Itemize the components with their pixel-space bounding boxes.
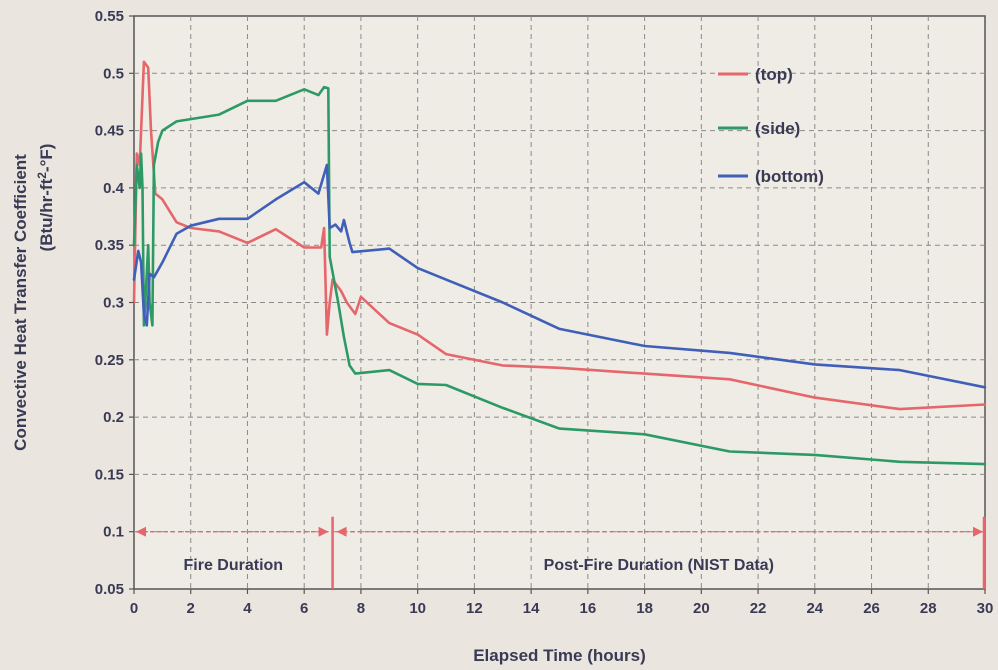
series-line-top xyxy=(132,60,987,411)
grid-lines xyxy=(134,16,985,589)
x-tick-label: 4 xyxy=(243,600,252,617)
series-lines xyxy=(132,60,987,466)
y-tick-label: 0.45 xyxy=(95,123,124,140)
y-axis-label-line2: (Btu/hr-ft2-°F) xyxy=(35,144,56,252)
arrowhead-left-icon xyxy=(136,526,146,537)
y-axis-label-line1: Convective Heat Transfer Coefficient xyxy=(11,154,30,451)
y-tick-label: 0.55 xyxy=(95,8,124,25)
x-tick-label: 0 xyxy=(130,600,138,617)
x-tick-label: 20 xyxy=(693,600,710,617)
x-tick-label: 22 xyxy=(750,600,767,617)
y-tick-label: 0.25 xyxy=(95,352,124,369)
series-line-bottom xyxy=(132,163,987,389)
x-tick-label: 6 xyxy=(300,600,308,617)
duration-label: Fire Duration xyxy=(184,557,284,574)
axis-ticks: 0 2 4 6 8 10 12 14 16 18 20 22 24 26 28 300.050.10.150.… xyxy=(95,8,994,617)
y-axis-unit-superscript: 2 xyxy=(35,172,49,179)
y-tick-label: 0.1 xyxy=(103,524,124,541)
y-tick-label: 0.2 xyxy=(103,409,124,426)
y-axis-label: Convective Heat Transfer Coefficient (Bt… xyxy=(11,144,56,451)
arrowhead-right-icon xyxy=(973,526,983,537)
arrowhead-left-icon xyxy=(336,526,347,537)
y-tick-label: 0.05 xyxy=(95,581,124,598)
duration-label: Post-Fire Duration (NIST Data) xyxy=(544,557,774,574)
y-tick-label: 0.15 xyxy=(95,466,124,483)
y-tick-label: 0.4 xyxy=(103,180,125,197)
y-axis-unit-suffix: -°F) xyxy=(37,144,56,173)
y-tick-label: 0.3 xyxy=(103,295,124,312)
legend-label: (bottom) xyxy=(755,167,824,186)
x-tick-label: 24 xyxy=(806,600,823,617)
x-tick-label: 28 xyxy=(920,600,937,617)
x-tick-label: 2 xyxy=(187,600,195,617)
y-tick-label: 0.35 xyxy=(95,237,124,254)
arrowhead-right-icon xyxy=(318,526,329,537)
x-tick-label: 12 xyxy=(466,600,483,617)
y-axis-unit-prefix: (Btu/hr-ft xyxy=(37,178,56,251)
x-tick-label: 30 xyxy=(977,600,994,617)
x-tick-label: 10 xyxy=(409,600,426,617)
series-line-side xyxy=(132,85,987,466)
x-tick-label: 16 xyxy=(580,600,597,617)
x-tick-label: 26 xyxy=(863,600,880,617)
duration-annotations: Fire Duration Post-Fire Duration (NIST Da… xyxy=(136,516,986,589)
x-tick-label: 14 xyxy=(523,600,540,617)
legend: (top) (side) (bottom) xyxy=(718,65,824,186)
y-tick-label: 0.5 xyxy=(103,65,124,82)
x-axis-label: Elapsed Time (hours) xyxy=(473,646,646,665)
x-tick-label: 18 xyxy=(636,600,653,617)
legend-label: (side) xyxy=(755,119,800,138)
legend-label: (top) xyxy=(755,65,793,84)
x-tick-label: 8 xyxy=(357,600,365,617)
